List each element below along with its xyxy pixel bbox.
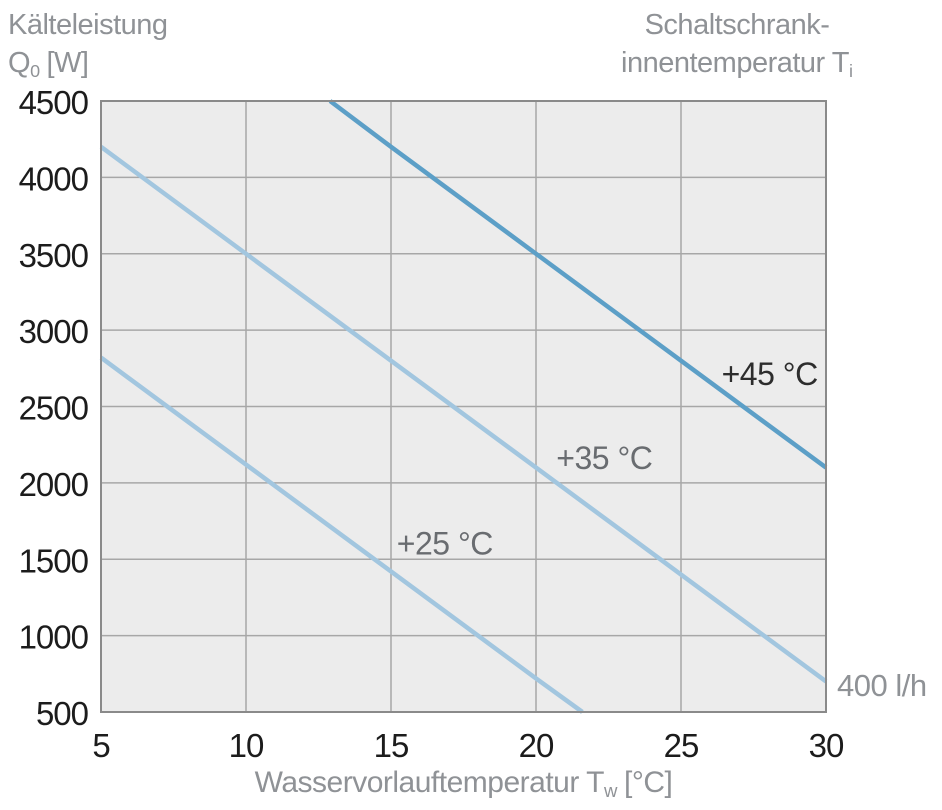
- y-tick-1000: 1000: [19, 619, 89, 656]
- x-tick-20: 20: [519, 727, 554, 764]
- y-tick-4000: 4000: [19, 160, 89, 197]
- y-axis-title-line1: Kälteleistung: [8, 9, 168, 41]
- right-title-symbol: innentemperatur T: [621, 47, 849, 79]
- x-tick-15: 15: [374, 727, 409, 764]
- y-tick-500: 500: [36, 695, 89, 732]
- right-title-subscript: i: [848, 61, 853, 82]
- series-label-45c: +45 °C: [722, 356, 818, 392]
- series-line-45c: [328, 99, 828, 470]
- flow-rate-annotation: 400 l/h: [837, 668, 927, 703]
- x-tick-5: 5: [92, 727, 109, 764]
- y-axis-unit: [W]: [46, 47, 89, 79]
- x-tick-30: 30: [809, 727, 844, 764]
- x-axis-label: Wasservorlauftemperatur Tw [°C]: [101, 766, 826, 800]
- x-axis-unit: [°C]: [623, 766, 673, 799]
- series-line-25c: [99, 355, 584, 714]
- y-tick-3000: 3000: [19, 313, 89, 350]
- right-title-line2: innentemperatur Ti: [537, 44, 937, 82]
- y-tick-2500: 2500: [19, 390, 89, 427]
- series-label-35c: +35 °C: [556, 440, 652, 476]
- y-tick-2000: 2000: [19, 466, 89, 503]
- x-axis-subscript: w: [603, 780, 618, 802]
- series-label-25c: +25 °C: [397, 526, 493, 562]
- y-axis-title: Kälteleistung Q0 [W]: [8, 6, 168, 82]
- x-axis-label-text: Wasservorlauftemperatur T: [254, 766, 605, 799]
- y-axis-symbol: Q: [8, 47, 31, 79]
- right-title-line1: Schaltschrank-: [644, 9, 830, 41]
- y-tick-1500: 1500: [19, 542, 89, 579]
- y-axis-title-line2: Q0 [W]: [8, 44, 168, 82]
- y-tick-3500: 3500: [19, 237, 89, 274]
- y-tick-4500: 4500: [19, 84, 89, 121]
- series-line-35c: [99, 145, 828, 684]
- x-tick-25: 25: [664, 727, 699, 764]
- x-tick-10: 10: [229, 727, 264, 764]
- right-title: Schaltschrank- innentemperatur Ti: [537, 6, 937, 82]
- plot-border: [100, 100, 827, 713]
- y-axis-symbol-subscript: 0: [30, 61, 41, 82]
